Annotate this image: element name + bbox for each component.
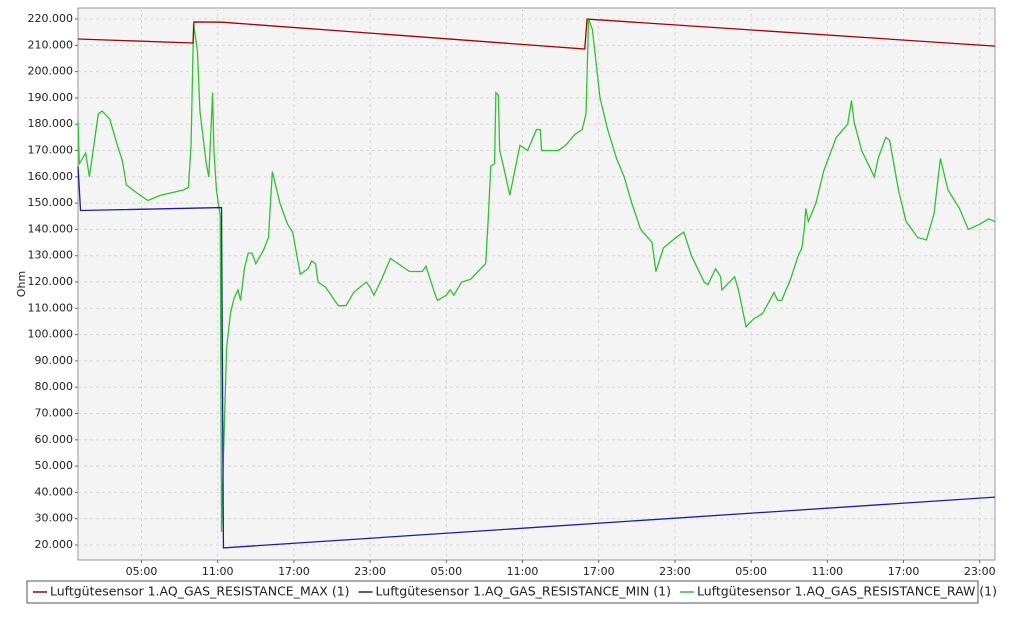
x-tick-label: 05:00 bbox=[430, 565, 462, 578]
plot-area bbox=[77, 7, 996, 561]
y-tick-label: 20.000 bbox=[35, 538, 74, 551]
y-tick-label: 50.000 bbox=[35, 459, 74, 472]
y-tick-label: 200.000 bbox=[28, 65, 74, 78]
y-tick-label: 90.000 bbox=[35, 354, 74, 367]
y-tick-label: 40.000 bbox=[35, 485, 74, 498]
legend-box bbox=[26, 580, 979, 604]
y-tick-label: 100.000 bbox=[28, 328, 74, 341]
y-tick-label: 130.000 bbox=[28, 249, 74, 262]
y-tick-label: 30.000 bbox=[35, 512, 74, 525]
y-tick-label: 220.000 bbox=[28, 12, 74, 25]
legend-label: Luftgütesensor 1.AQ_GAS_RESISTANCE_RAW (… bbox=[697, 584, 997, 599]
y-tick-label: 170.000 bbox=[28, 144, 74, 157]
x-tick-label: 11:00 bbox=[507, 565, 539, 578]
y-tick-label: 160.000 bbox=[28, 170, 74, 183]
x-tick-label: 11:00 bbox=[811, 565, 843, 578]
y-tick-label: 190.000 bbox=[28, 91, 74, 104]
y-tick-label: 80.000 bbox=[35, 380, 74, 393]
series-line bbox=[77, 18, 996, 532]
x-tick-label: 23:00 bbox=[659, 565, 691, 578]
x-tick-label: 23:00 bbox=[354, 565, 386, 578]
y-axis-label: Ohm bbox=[15, 271, 28, 297]
series-line bbox=[77, 166, 996, 549]
legend-label: Luftgütesensor 1.AQ_GAS_RESISTANCE_MIN (… bbox=[376, 584, 671, 599]
x-tick-label: 05:00 bbox=[126, 565, 158, 578]
y-tick-label: 110.000 bbox=[28, 301, 74, 314]
legend-label: Luftgütesensor 1.AQ_GAS_RESISTANCE_MAX (… bbox=[50, 584, 350, 599]
x-tick-label: 17:00 bbox=[583, 565, 615, 578]
x-tick-label: 17:00 bbox=[888, 565, 920, 578]
x-tick-label: 11:00 bbox=[202, 565, 234, 578]
y-tick-label: 60.000 bbox=[35, 433, 74, 446]
y-tick-label: 180.000 bbox=[28, 117, 74, 130]
y-tick-label: 210.000 bbox=[28, 38, 74, 51]
series-line bbox=[77, 18, 996, 50]
x-tick-label: 05:00 bbox=[735, 565, 767, 578]
y-tick-label: 70.000 bbox=[35, 407, 74, 420]
x-tick-label: 17:00 bbox=[278, 565, 310, 578]
y-tick-label: 120.000 bbox=[28, 275, 74, 288]
y-tick-label: 150.000 bbox=[28, 196, 74, 209]
y-tick-label: 140.000 bbox=[28, 222, 74, 235]
x-tick-label: 23:00 bbox=[964, 565, 996, 578]
